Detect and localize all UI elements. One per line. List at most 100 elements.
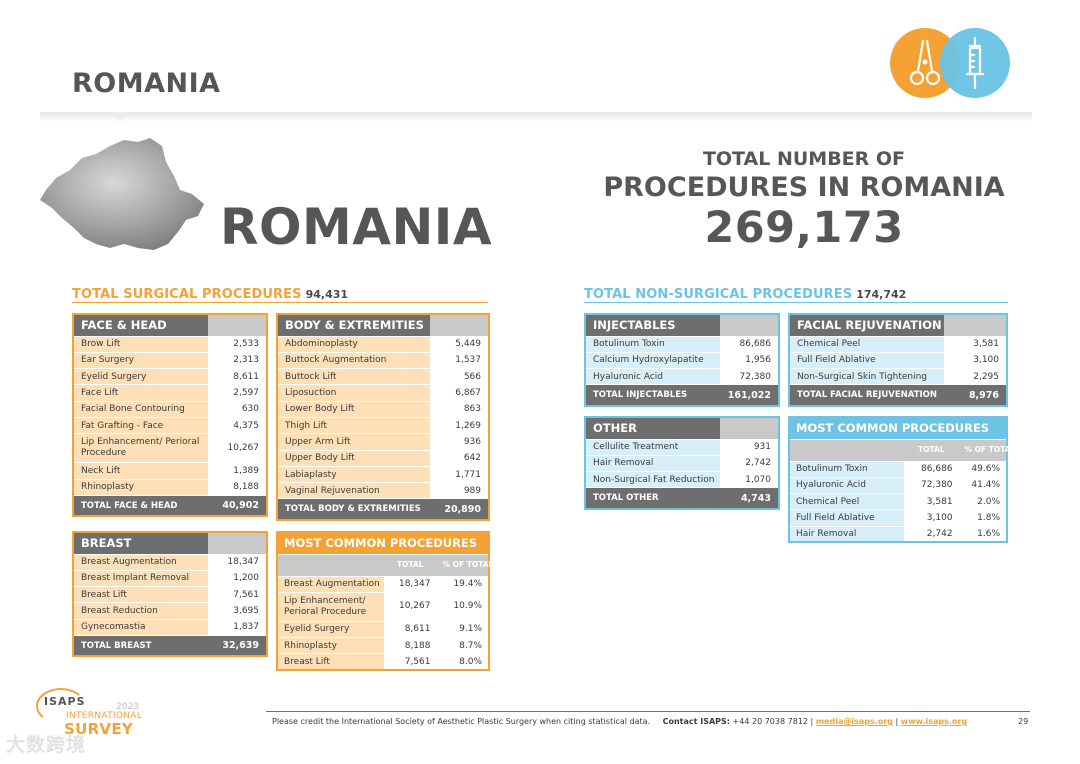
scissors-icon <box>909 39 941 86</box>
row-value: 2,295 <box>944 368 1007 386</box>
table-total-label: TOTAL BREAST <box>73 635 209 657</box>
row-pct: 9.1% <box>436 621 489 639</box>
row-total: 8,611 <box>384 621 437 639</box>
row-label: Breast Lift <box>277 653 384 671</box>
footer-credit: Please credit the International Society … <box>272 717 651 726</box>
row-value: 4,375 <box>208 417 267 435</box>
table-title: FACIAL REJUVENATION <box>789 314 945 337</box>
row-value: 1,070 <box>720 471 779 489</box>
row-value: 18,347 <box>208 554 267 571</box>
row-value: 642 <box>430 450 489 467</box>
row-total: 10,267 <box>384 592 437 622</box>
row-label: Non-Surgical Fat Reduction <box>585 471 721 489</box>
row-label: Full Field Ablative <box>789 509 905 527</box>
row-pct: 8.7% <box>436 637 489 655</box>
surgical-section-rule <box>72 302 488 303</box>
col-total-header: TOTAL <box>384 554 437 577</box>
header-divider <box>40 112 1032 122</box>
row-label: Chemical Peel <box>789 493 905 511</box>
row-label: Thigh Lift <box>277 417 431 435</box>
country-name-large: ROMANIA <box>220 198 493 256</box>
row-value: 72,380 <box>720 368 779 386</box>
row-label: Gynecomastia <box>73 619 209 636</box>
row-total: 18,347 <box>384 576 437 593</box>
footer-email-link[interactable]: media@isaps.org <box>815 717 893 726</box>
romania-map-icon <box>40 138 204 250</box>
col-pct-header: % OF TOTAL <box>958 439 1015 462</box>
row-total: 3,100 <box>904 509 959 527</box>
total-procedures-block: TOTAL NUMBER OF PROCEDURES IN ROMANIA 26… <box>590 148 1018 253</box>
row-label: Hyaluronic Acid <box>585 368 721 386</box>
row-value: 2,597 <box>208 384 267 402</box>
row-value: 1,837 <box>208 619 267 636</box>
row-value: 8,611 <box>208 368 267 386</box>
surgical-section-label: TOTAL SURGICAL PROCEDURES <box>72 287 302 302</box>
table-title: FACE & HEAD <box>73 314 209 337</box>
isaps-survey-logo: ISAPS 2023 INTERNATIONAL SURVEY <box>30 688 150 748</box>
table-total-label: TOTAL BODY & EXTREMITIES <box>277 498 431 521</box>
nonsurgical-section-label: TOTAL NON-SURGICAL PROCEDURES <box>584 287 853 302</box>
row-label: Hair Removal <box>585 455 721 473</box>
row-label: Abdominoplasty <box>277 336 431 353</box>
row-label: Cellulite Treatment <box>585 439 721 456</box>
row-label: Brow Lift <box>73 336 209 353</box>
surgical-most-common-table: MOST COMMON PROCEDURES TOTAL% OF TOTAL B… <box>276 531 493 672</box>
row-label: Botulinum Toxin <box>585 336 721 353</box>
footer-credit-line: Please credit the International Society … <box>272 717 967 726</box>
other-table: OTHER Cellulite Treatment 931 Hair Remova… <box>584 416 780 510</box>
logo-ring-icon <box>36 688 86 724</box>
row-value: 10,267 <box>208 433 267 464</box>
row-pct: 10.9% <box>436 592 489 622</box>
row-pct: 8.0% <box>436 653 489 671</box>
facial-rejuvenation-table: FACIAL REJUVENATION Chemical Peel 3,581 F… <box>788 313 1008 407</box>
total-procedures-value: 269,173 <box>704 203 904 253</box>
row-label: Chemical Peel <box>789 336 945 353</box>
row-value: 1,269 <box>430 417 489 435</box>
footer-phone: +44 20 7038 7812 <box>732 717 808 726</box>
row-value: 1,956 <box>720 352 779 370</box>
row-value: 6,867 <box>430 384 489 402</box>
row-value: 1,200 <box>208 570 267 588</box>
table-title: INJECTABLES <box>585 314 721 337</box>
row-label: Vaginal Rejuvenation <box>277 482 431 500</box>
row-value: 3,581 <box>944 336 1007 353</box>
row-total: 3,581 <box>904 493 959 511</box>
row-label: Ear Surgery <box>73 352 209 370</box>
row-total: 8,188 <box>384 637 437 655</box>
col-total-header: TOTAL <box>904 439 959 462</box>
row-label: Upper Arm Lift <box>277 433 431 451</box>
row-value: 5,449 <box>430 336 489 353</box>
row-pct: 19.4% <box>436 576 489 593</box>
row-value: 8,188 <box>208 479 267 496</box>
row-label: Labiaplasty <box>277 466 431 484</box>
row-label: Face Lift <box>73 384 209 402</box>
table-total-label: TOTAL FACE & HEAD <box>73 495 209 517</box>
row-label: Breast Augmentation <box>73 554 209 571</box>
footer-website-link[interactable]: www.isaps.org <box>900 717 968 726</box>
breast-table: BREAST Breast Augmentation 18,347 Breast … <box>72 531 268 658</box>
row-label: Breast Reduction <box>73 602 209 620</box>
row-label: Non-Surgical Skin Tightening <box>789 368 945 386</box>
category-badges <box>890 28 1015 100</box>
row-pct: 1.6% <box>958 526 1007 543</box>
table-total-label: TOTAL FACIAL REJUVENATION <box>789 384 945 407</box>
row-label: Eyelid Surgery <box>277 621 384 639</box>
row-value: 2,742 <box>720 455 779 473</box>
row-value: 936 <box>430 433 489 451</box>
row-label: Lip Enhancement/ Perioral Procedure <box>73 433 209 464</box>
row-value: 7,561 <box>208 586 267 604</box>
row-label: Upper Body Lift <box>277 450 431 467</box>
table-total-value: 32,639 <box>208 635 267 657</box>
surgical-section-heading: TOTAL SURGICAL PROCEDURES 94,431 <box>72 287 348 302</box>
row-label: Buttock Augmentation <box>277 352 431 370</box>
logo-survey: SURVEY <box>64 720 134 738</box>
row-value: 1,537 <box>430 352 489 370</box>
total-heading-line1: TOTAL NUMBER OF <box>702 148 906 170</box>
row-label: Hyaluronic Acid <box>789 477 905 495</box>
logo-isaps-text: ISAPS <box>44 695 86 708</box>
row-value: 86,686 <box>720 336 779 353</box>
row-label: Lip Enhancement/ Perioral Procedure <box>277 592 384 622</box>
row-label: Liposuction <box>277 384 431 402</box>
logo-international: INTERNATIONAL <box>66 711 143 721</box>
row-total: 2,742 <box>904 526 959 543</box>
